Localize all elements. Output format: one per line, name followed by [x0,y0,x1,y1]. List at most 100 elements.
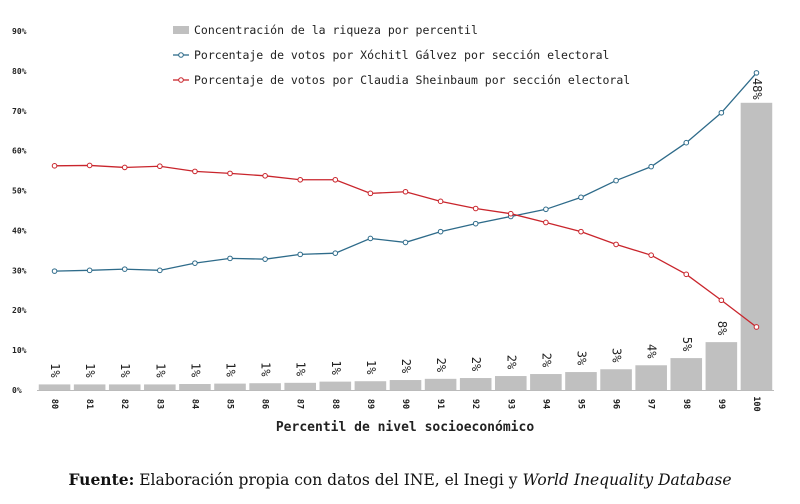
legend-marker [178,52,184,58]
series-point [472,220,479,227]
series-point [437,198,444,205]
x-tick-label: 95 [575,399,585,409]
bar [565,372,597,390]
legend-marker [178,77,184,83]
series-point [86,267,93,274]
series-point [648,163,654,170]
x-tick-label: 86 [260,399,270,409]
bar-data-label: 2% [539,353,553,368]
bar-data-label: 1% [48,363,62,378]
source-text: Elaboración propia con datos del INE, el… [134,471,523,489]
series-point [437,228,444,235]
x-tick-label: 82 [119,399,129,409]
bar [319,381,352,390]
series-point [262,172,268,179]
bar-data-label: 1% [259,362,273,377]
bar-data-label: 3% [610,348,624,363]
bar [600,369,632,390]
bar-data-label: 8% [715,321,729,336]
series-point [157,163,163,170]
bar [530,374,562,390]
bar [459,378,492,390]
bar-data-label: 1% [83,363,97,378]
source-note: Fuente: Elaboración propia con datos del… [0,470,800,489]
series-point [297,176,304,183]
y-tick-label: 90% [12,27,27,36]
y-tick-label: 30% [12,266,27,275]
bar [424,378,457,390]
y-tick-label: 0% [12,386,22,395]
legend: Concentración de la riqueza por percenti… [173,23,630,87]
chart: 1% 1% 1% 1% 1% 1% 1% 1% 1% 1% 2% 2% 2% 2% 2% 3% 3% 4% 5% 8%… [12,23,774,435]
series-point [332,176,339,183]
bar-data-label: 1% [224,362,238,377]
series-point [683,139,690,146]
series-point [367,235,374,242]
series-point [578,228,584,235]
source-italic: World Inequality Database [522,471,732,489]
series-point [578,194,584,201]
series-point [332,250,339,256]
bar [635,365,667,390]
y-tick-label: 70% [12,107,27,116]
series-point [227,255,233,262]
source-prefix: Fuente: [68,470,135,489]
series-point [121,164,128,171]
x-tick-label: 91 [435,399,445,409]
x-tick-label: 98 [681,399,691,409]
series-point [367,190,374,197]
bar [740,102,773,391]
legend-label: Porcentaje de votos por Claudia Sheinbau… [194,73,630,87]
bar [38,384,71,390]
legend-label: Porcentaje de votos por Xóchitl Gálvez p… [194,48,609,62]
x-axis-title: Percentil de nivel socioeconómico [276,420,534,435]
series-point [297,251,304,258]
bar [389,380,422,390]
series-point [613,177,619,184]
bar [670,358,703,390]
y-tick-label: 60% [12,147,27,156]
x-tick-label: 85 [225,399,235,409]
x-tick-label: 89 [365,399,375,409]
bar-data-label: 1% [153,363,167,378]
bar [108,384,141,390]
y-tick-label: 50% [12,187,27,196]
x-tick-label: 97 [646,399,656,409]
x-tick-label: 80 [49,399,59,409]
series-point [402,239,409,246]
bar-data-label: 1% [118,363,132,378]
series-point [613,241,619,248]
bar-data-label: 48% [750,78,764,100]
bar-data-label: 2% [469,357,483,372]
series-point [753,324,760,330]
bar-data-label: 4% [645,344,659,359]
series-point [86,162,93,169]
x-tick-label: 93 [505,399,515,409]
bar-data-label: 5% [680,337,694,352]
series-point [543,219,549,226]
bar-data-label: 2% [399,359,413,374]
y-tick-label: 80% [12,67,27,76]
series-point [157,267,163,274]
series-point [507,210,514,217]
x-tick-label: 88 [330,399,340,409]
y-tick-label: 40% [12,226,27,235]
series-point [683,271,690,278]
bar [144,384,176,390]
x-tick-label: 99 [716,399,726,409]
bar [494,376,527,390]
series-point [192,260,198,266]
series-point [402,188,409,195]
bar [705,342,738,390]
series-point [718,109,725,116]
bar [249,383,281,390]
bar-data-label: 2% [434,358,448,373]
bar [73,384,106,390]
x-tick-label: 83 [154,399,164,409]
lines-group [51,70,760,330]
axes-group: 0% 10% 20% 30% 40% 50% 60% 70% 80% 90% 80 81 82 83 84 8… [12,27,774,412]
bar [214,383,246,390]
legend-label: Concentración de la riqueza por percenti… [194,23,478,37]
x-tick-label: 96 [611,399,621,409]
series-point [51,163,58,169]
